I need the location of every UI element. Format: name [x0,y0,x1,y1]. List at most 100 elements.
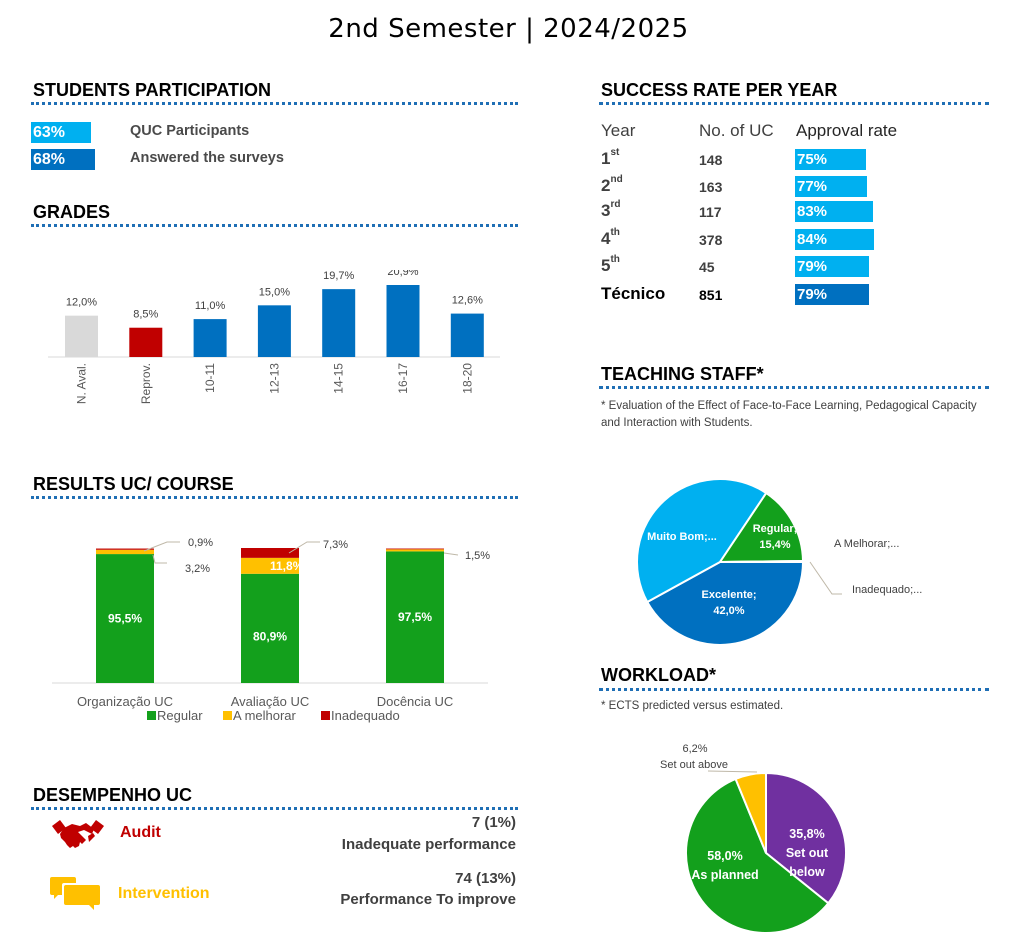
results-data-label: 7,3% [323,539,348,551]
results-bar-segment [386,549,444,552]
chat-bubbles-icon [50,877,100,910]
teaching-pie-slice [645,561,805,646]
grades-bar [322,289,356,357]
year-label: 4th [601,227,620,249]
pie-label: Set out above [660,759,728,771]
grades-category-label: 14-15 [332,363,346,394]
grades-bar [450,313,484,357]
results-stacked-chart: 95,5% Organização UC 80,9% Avaliação UC 97,5… [52,537,490,723]
grades-data-label: 11,0% [195,300,226,312]
results-data-label: 97,5% [398,610,432,624]
results-data-label: 1,5% [465,550,490,562]
teaching-pie-slice [718,491,805,564]
year-suffix: th [610,227,620,239]
uc-count: 378 [699,232,723,248]
pie-label: Excelente; [701,589,756,601]
handshake-icon [52,820,104,848]
year-number: 4 [601,229,611,248]
pie-label: 6,2% [682,743,707,755]
pie-label: 58,0% [707,849,742,863]
grades-bar [129,327,163,357]
callout-line [288,541,320,554]
results-bar-segment [96,554,154,683]
grades-category-label: 16-17 [396,363,410,394]
results-data-label: 95,5% [108,612,142,626]
year-label: 1st [601,147,619,169]
results-category-label: Avaliação UC [231,694,310,709]
column-header-uc: No. of UC [699,121,774,140]
legend-label: Regular [157,708,203,723]
pie-label: Muito Bom;... [647,531,717,543]
pie-label: 42,0% [713,605,744,617]
grades-bar-chart: 12,0% N. Aval. 8,5% Reprov. 11,0% 10-11 15,0% 1… [48,270,500,404]
section-title-desempenho: DESEMPENHO UC [33,785,193,805]
results-bar-segment [386,551,444,683]
grades-bar [386,285,420,357]
results-bar-segment [96,549,154,555]
section-title-workload: WORKLOAD* [601,665,716,685]
year-number: 1 [601,149,611,168]
year-label: 3rd [601,199,620,221]
approval-rate-bar: 77% [795,176,867,197]
pie-outside-label: A Melhorar;... [834,538,899,550]
page-title: 2nd Semester | 2024/2025 [328,14,689,44]
results-bar-segment [241,557,299,574]
teaching-pie-slice [636,478,768,604]
results-data-label: 80,9% [253,629,287,643]
section-title-grades: GRADES [33,202,111,222]
section-divider [599,102,989,105]
participation-label-quc: QUC Participants [130,123,250,139]
grades-category-label: Reprov. [139,363,153,404]
legend-label: A melhorar [233,708,297,723]
results-bar-segment [386,548,444,550]
year-suffix: nd [610,174,623,186]
year-label: 2nd [601,174,623,196]
grades-bar [257,305,291,357]
workload-pie-slice [685,777,830,934]
grades-data-label: 8,5% [133,309,158,321]
approval-rate-bar: 83% [795,201,873,222]
approval-rate-bar: 79% [795,256,869,277]
callout-line [143,541,180,552]
legend-swatch [147,711,156,720]
uc-count: 117 [699,204,722,220]
approval-rate-bar: 84% [795,229,874,250]
section-title-success: SUCCESS RATE PER YEAR [601,80,838,100]
callout-line [707,770,758,773]
section-divider [31,102,518,105]
callout-line [809,561,842,595]
results-bar-segment [241,573,299,683]
uc-count: 851 [699,287,723,303]
intervention-count: 74 (13%) [455,870,516,887]
callout-line [152,554,167,564]
year-label: Técnico [601,284,665,304]
grades-data-label: 15,0% [259,286,290,298]
workload-pie-chart: 35,8% Set out below 58,0% As planned 6,2% Set … [660,743,847,934]
pie-label: As planned [691,868,758,882]
section-divider [31,224,518,227]
results-category-label: Organização UC [77,694,173,709]
workload-note: * ECTS predicted versus estimated. [601,700,784,712]
results-data-label: 11,8% [270,559,304,573]
pie-label: Set out [786,846,829,860]
year-suffix: th [610,254,620,266]
results-bar-segment [241,548,299,558]
results-category-label: Docência UC [377,694,454,709]
intervention-label: Intervention [118,885,210,902]
pie-outside-label: Inadequado;... [852,584,922,596]
results-bar-segment [96,548,154,550]
audit-label: Audit [120,824,161,841]
grades-category-label: 18-20 [460,363,474,394]
year-number: 3 [601,201,611,220]
legend-swatch [223,711,232,720]
grades-bar [65,315,98,357]
results-data-label: 0,9% [188,537,213,549]
column-header-approval: Approval rate [796,121,898,140]
pie-label: below [789,865,825,879]
grades-data-label: 12,0% [66,297,97,309]
approval-rate-bar: 79% [795,284,869,305]
approval-rate-bar: 75% [795,149,866,170]
grades-category-label: N. Aval. [75,363,89,404]
column-header-year: Year [601,121,636,140]
participation-value-quc: 63% [31,122,91,143]
